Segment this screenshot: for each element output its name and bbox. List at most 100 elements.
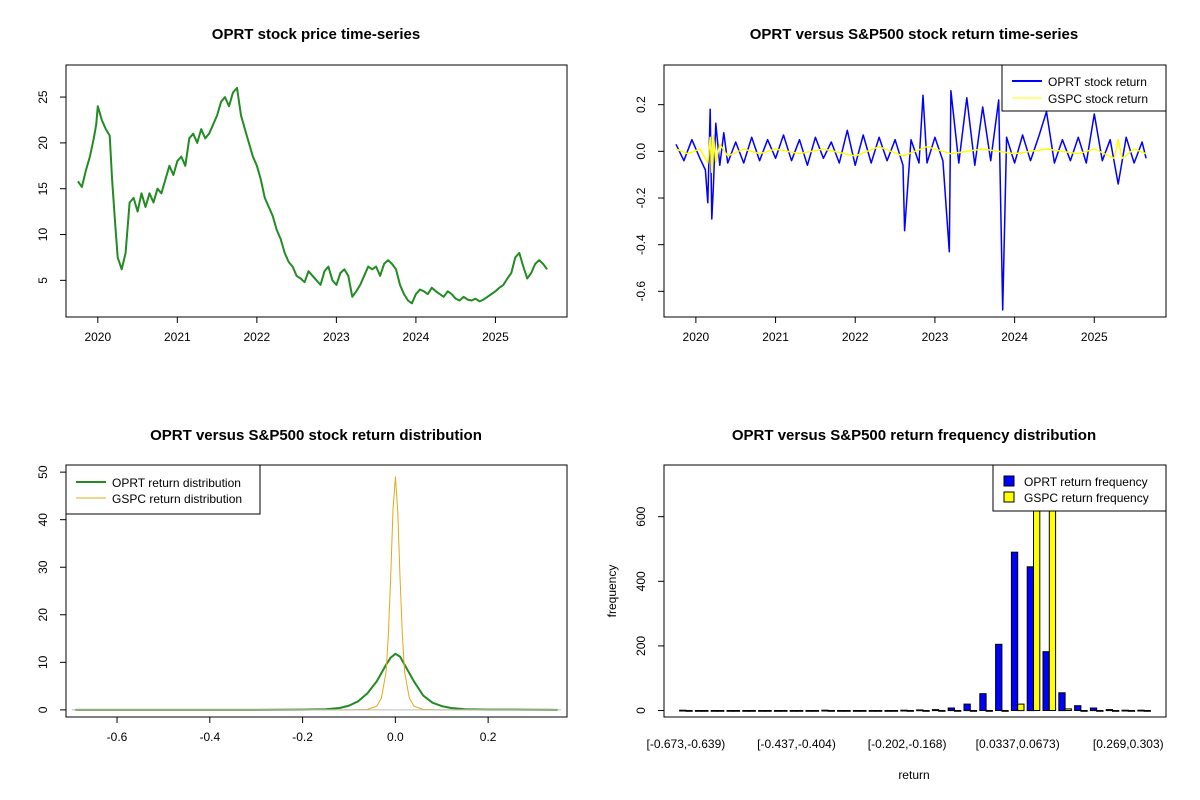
bar-gspc xyxy=(922,710,930,712)
bar-gspc xyxy=(843,710,851,712)
bar-oprt xyxy=(916,709,924,712)
legend-box xyxy=(65,464,261,515)
y-tick-label: 0.0 xyxy=(634,143,648,160)
bar-gspc xyxy=(1064,708,1072,712)
bar-oprt xyxy=(900,709,908,712)
bar-gspc xyxy=(1033,498,1041,711)
series-line-1 xyxy=(675,134,1147,174)
x-tick-label: -0.4 xyxy=(199,730,220,744)
bar-gspc xyxy=(969,710,978,712)
bar-gspc xyxy=(1143,710,1151,712)
x-tick-label: [-0.202,-0.168) xyxy=(868,737,947,751)
bar-oprt xyxy=(931,709,940,712)
x-tick-label: 2022 xyxy=(842,330,869,344)
y-tick-label: 5 xyxy=(36,277,50,284)
series-line-0 xyxy=(675,89,1147,311)
bar-gspc xyxy=(1112,710,1120,712)
bar-gspc xyxy=(1017,703,1025,712)
bar-gspc xyxy=(1096,710,1104,712)
panel-return-timeseries: OPRT versus S&P500 stock return time-ser… xyxy=(634,26,1167,344)
bar-gspc xyxy=(732,710,741,712)
y-tick-label: 200 xyxy=(634,636,648,656)
x-tick-label: 2025 xyxy=(482,330,509,344)
y-tick-label: 30 xyxy=(36,560,50,574)
x-tick-label: 2024 xyxy=(403,330,430,344)
y-tick-label: 0.2 xyxy=(634,96,648,113)
x-tick-label: 2021 xyxy=(164,330,191,344)
bar-gspc xyxy=(1048,498,1057,711)
x-tick-label: [0.0337,0.0673) xyxy=(976,737,1060,751)
bar-gspc xyxy=(1080,710,1088,712)
bar-oprt xyxy=(852,710,861,712)
chart-title: OPRT versus S&P500 return frequency dist… xyxy=(732,427,1096,444)
bar-oprt xyxy=(758,710,766,712)
legend-box xyxy=(1001,64,1167,112)
y-axis-label: frequency xyxy=(605,565,619,618)
chart-title: OPRT versus S&P500 stock return distribu… xyxy=(150,427,482,444)
bar-oprt xyxy=(1010,551,1019,712)
bar-oprt xyxy=(868,710,877,712)
bar-gspc xyxy=(764,710,772,712)
bar-oprt xyxy=(837,710,845,712)
x-tick-label: 2022 xyxy=(244,330,271,344)
x-tick-label: 2024 xyxy=(1001,330,1028,344)
legend-swatch-oprt xyxy=(1003,475,1015,487)
bar-oprt xyxy=(1105,709,1113,712)
bar-oprt xyxy=(1026,566,1034,712)
bar-oprt xyxy=(821,709,829,712)
bar-oprt xyxy=(789,710,798,712)
x-tick-label: [-0.437,-0.404) xyxy=(757,737,836,751)
x-tick-label: 0.0 xyxy=(387,730,404,744)
bar-oprt xyxy=(679,709,687,712)
bar-gspc xyxy=(954,710,962,712)
legend-swatch-gspc xyxy=(1003,491,1015,503)
x-tick-label: -0.2 xyxy=(292,730,313,744)
bar-oprt xyxy=(1074,705,1082,712)
x-tick-label: 2020 xyxy=(84,330,111,344)
legend-box xyxy=(992,464,1167,512)
x-tick-label: 2021 xyxy=(762,330,789,344)
bar-oprt xyxy=(947,707,956,712)
bar-oprt xyxy=(1137,709,1145,712)
panel-price-timeseries: OPRT stock price time-series 2020 2021 202… xyxy=(36,26,568,344)
legend: OPRT stock return GSPC stock return xyxy=(1001,64,1167,112)
bar-gspc xyxy=(906,710,914,712)
panel-return-distribution: OPRT versus S&P500 stock return distribu… xyxy=(36,427,568,744)
x-tick-label: 2020 xyxy=(683,330,710,344)
legend-label-oprt: OPRT return distribution xyxy=(112,476,241,490)
bar-gspc xyxy=(811,710,820,712)
bar-gspc xyxy=(780,710,788,712)
bar-oprt xyxy=(1121,709,1129,712)
bar-oprt xyxy=(694,710,703,712)
y-tick-label: 20 xyxy=(36,608,50,622)
chart-title: OPRT versus S&P500 stock return time-ser… xyxy=(750,26,1078,43)
bar-gspc xyxy=(938,710,946,712)
y-tick-label: 15 xyxy=(36,182,50,196)
bar-oprt xyxy=(1089,707,1098,712)
x-tick-label: -0.6 xyxy=(107,730,128,744)
bar-gspc xyxy=(1127,710,1136,712)
y-tick-label: 400 xyxy=(634,571,648,591)
panel-return-frequency: OPRT versus S&P500 return frequency dist… xyxy=(605,427,1167,782)
legend: OPRT return distribution GSPC return dis… xyxy=(65,464,261,515)
bar-gspc xyxy=(827,710,835,712)
x-tick-label: 2023 xyxy=(323,330,350,344)
bar-gspc xyxy=(701,710,709,712)
bar-gspc xyxy=(890,710,899,712)
x-tick-label: 0.2 xyxy=(480,730,497,744)
y-tick-label: 600 xyxy=(634,506,648,526)
x-tick-label: [0.269,0.303) xyxy=(1093,737,1164,751)
bar-oprt xyxy=(963,703,971,712)
bar-oprt xyxy=(1058,692,1066,712)
legend: OPRT return frequency GSPC return freque… xyxy=(992,464,1167,512)
bar-gspc xyxy=(985,710,993,712)
legend-label-gspc: GSPC return distribution xyxy=(112,492,242,506)
y-tick-label: 25 xyxy=(36,90,50,104)
bar-gspc xyxy=(859,710,867,712)
bar-oprt xyxy=(995,643,1003,711)
series-line-0 xyxy=(77,86,548,305)
bar-oprt xyxy=(710,710,719,712)
bar-oprt xyxy=(979,693,987,712)
y-tick-label: -0.2 xyxy=(634,187,648,208)
